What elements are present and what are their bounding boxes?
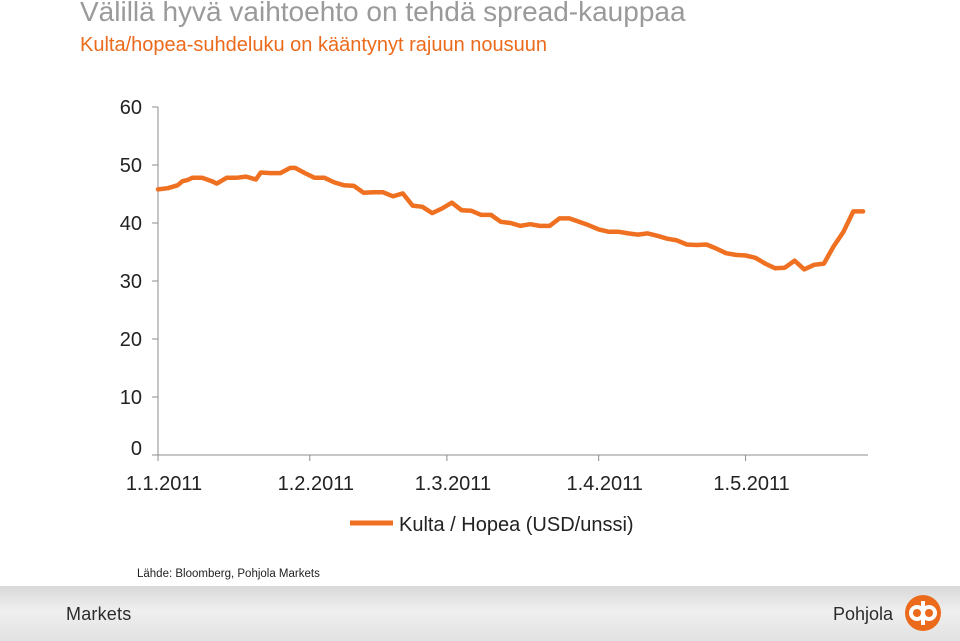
- y-tick-label: 10: [120, 387, 142, 409]
- y-tick-label: 40: [120, 213, 142, 235]
- y-axis-ticks: 0 10 20 30 40 50 60: [120, 97, 158, 460]
- x-tick-label: 1.2.2011: [278, 473, 354, 495]
- y-tick-label: 0: [131, 438, 142, 460]
- footer-pohjola-label: Pohjola: [833, 604, 894, 624]
- source-note: Lähde: Bloomberg, Pohjola Markets: [137, 568, 320, 580]
- chart-legend: Kulta / Hopea (USD/unssi): [350, 514, 634, 536]
- x-tick-label: 1.5.2011: [713, 473, 789, 495]
- y-tick-label: 60: [120, 97, 142, 119]
- chart-series: [155, 165, 866, 272]
- y-tick-label: 20: [120, 329, 142, 351]
- x-tick-label: 1.1.2011: [126, 473, 202, 495]
- x-tick-label: 1.4.2011: [567, 473, 643, 495]
- pohjola-logo-icon: [905, 595, 941, 631]
- series-line: [155, 165, 866, 272]
- legend-label: Kulta / Hopea (USD/unssi): [399, 514, 634, 536]
- x-tick-label: 1.3.2011: [415, 473, 491, 495]
- footer-bar: Markets Pohjola: [0, 586, 960, 641]
- page-subtitle: Kulta/hopea-suhdeluku on kääntynyt rajuu…: [80, 34, 548, 56]
- footer-markets-label: Markets: [66, 604, 132, 624]
- page-title: Välillä hyvä vaihtoehto on tehdä spread-…: [80, 0, 686, 27]
- x-axis-ticks: 1.1.2011 1.2.2011 1.3.2011 1.4.2011 1.5.2011: [126, 455, 790, 495]
- chart-axes: [157, 107, 868, 456]
- y-tick-label: 30: [120, 271, 142, 293]
- y-tick-label: 50: [120, 155, 142, 177]
